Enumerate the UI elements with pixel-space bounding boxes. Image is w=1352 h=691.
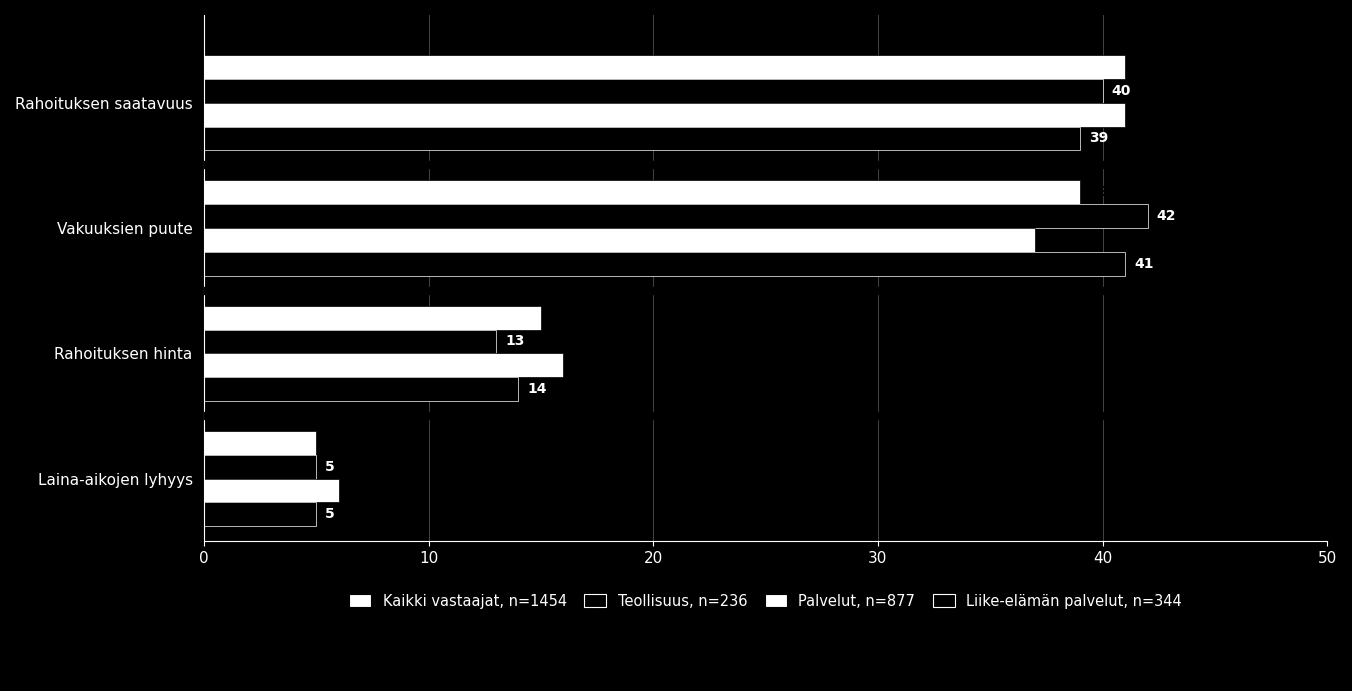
Text: 42: 42 bbox=[1156, 209, 1176, 223]
Bar bbox=[204, 228, 1036, 252]
Bar bbox=[204, 502, 316, 527]
Text: 41: 41 bbox=[1134, 60, 1153, 74]
Bar bbox=[204, 377, 518, 401]
Text: 5: 5 bbox=[326, 460, 335, 474]
Text: 5: 5 bbox=[326, 436, 335, 450]
Text: 41: 41 bbox=[1134, 257, 1153, 271]
Bar bbox=[204, 431, 316, 455]
Bar bbox=[204, 455, 316, 479]
Text: 39: 39 bbox=[1090, 185, 1109, 199]
Bar bbox=[204, 252, 1125, 276]
Bar bbox=[204, 205, 1148, 228]
Legend: Kaikki vastaajat, n=1454, Teollisuus, n=236, Palvelut, n=877, Liike-elämän palve: Kaikki vastaajat, n=1454, Teollisuus, n=… bbox=[345, 589, 1187, 613]
Bar bbox=[204, 180, 1080, 205]
Bar bbox=[204, 353, 564, 377]
Text: 6: 6 bbox=[347, 484, 357, 498]
Text: 41: 41 bbox=[1134, 108, 1153, 122]
Bar bbox=[204, 126, 1080, 151]
Bar bbox=[204, 55, 1125, 79]
Bar bbox=[204, 330, 496, 353]
Text: 16: 16 bbox=[572, 358, 592, 372]
Bar bbox=[204, 79, 1103, 103]
Bar bbox=[204, 103, 1125, 126]
Text: 15: 15 bbox=[550, 311, 569, 325]
Text: 39: 39 bbox=[1090, 131, 1109, 145]
Text: 40: 40 bbox=[1111, 84, 1132, 98]
Bar bbox=[204, 479, 339, 502]
Text: 5: 5 bbox=[326, 507, 335, 521]
Text: 13: 13 bbox=[504, 334, 525, 348]
Text: 14: 14 bbox=[527, 382, 548, 396]
Bar bbox=[204, 305, 541, 330]
Text: 37: 37 bbox=[1044, 233, 1064, 247]
